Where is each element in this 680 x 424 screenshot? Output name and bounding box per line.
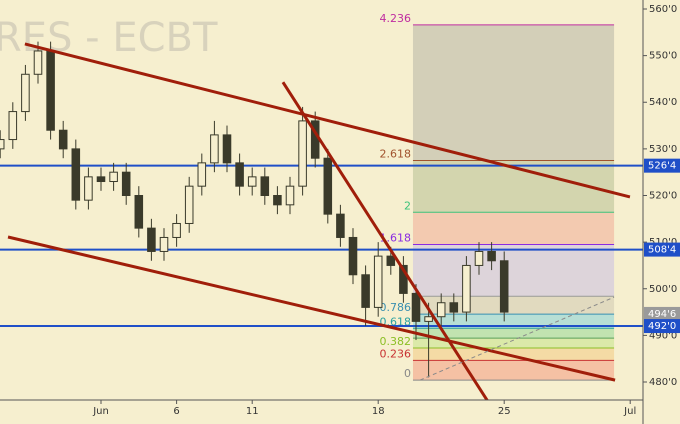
fib-band <box>412 328 615 339</box>
candle-body <box>121 171 131 197</box>
candle-body <box>361 274 370 308</box>
candle-body <box>411 292 421 322</box>
candle-body <box>474 250 484 266</box>
x-tick-label: 18 <box>372 406 385 417</box>
candle-body <box>273 195 282 206</box>
candle-body <box>436 302 446 318</box>
x-tick-label: Jun <box>92 406 109 417</box>
fib-band <box>412 338 615 349</box>
fib-label: 2.618 <box>379 148 411 161</box>
candle-body <box>96 176 106 183</box>
price-label: 492'0 <box>648 321 676 332</box>
candle-body <box>247 176 257 187</box>
fib-label: 0 <box>404 367 411 380</box>
fib-label: 0.382 <box>379 335 411 348</box>
candle-body <box>46 50 55 131</box>
candle-body <box>58 129 68 150</box>
y-tick-label: 500'0 <box>649 284 677 295</box>
fib-label: 0.786 <box>379 301 411 314</box>
candle-body <box>71 148 81 201</box>
candle-body <box>462 264 471 313</box>
candle-body <box>449 302 459 313</box>
x-tick-label: Jul <box>623 406 636 417</box>
candle-body <box>210 134 219 164</box>
price-label: 526'4 <box>648 161 676 172</box>
y-tick-label: 520'0 <box>649 191 677 202</box>
fib-label: 4.236 <box>379 12 411 25</box>
candle-body <box>197 162 207 187</box>
candle-body <box>109 171 118 183</box>
candle-body <box>134 195 144 229</box>
y-tick-label: 560'0 <box>649 4 677 15</box>
fib-band <box>412 244 615 297</box>
candle-body <box>159 236 169 252</box>
trend-line <box>24 42 631 199</box>
candle-body <box>184 185 194 224</box>
y-tick-label: 550'0 <box>649 51 677 62</box>
price-label-box <box>644 319 680 334</box>
candle-body <box>172 222 181 238</box>
trend-line <box>281 81 489 400</box>
fib-band <box>412 360 615 381</box>
x-tick-label: 25 <box>498 406 511 417</box>
candle-body <box>424 316 433 322</box>
candle-body <box>298 120 307 187</box>
fib-band <box>412 314 615 329</box>
candle-body <box>373 255 383 308</box>
candle-body <box>147 227 156 252</box>
candle-body <box>260 176 270 197</box>
fib-band <box>412 348 615 361</box>
candle-body <box>487 250 496 262</box>
candle-body <box>386 255 396 266</box>
price-label-box <box>644 158 680 173</box>
price-label: 494'6 <box>648 309 676 320</box>
candle-body <box>235 162 244 187</box>
price-label-box <box>644 242 680 257</box>
price-label-box <box>644 306 680 321</box>
candle-body <box>8 111 18 141</box>
candle-body <box>84 176 93 201</box>
fib-band <box>412 160 615 213</box>
candle-body <box>222 134 232 164</box>
fib-band <box>412 212 615 245</box>
fib-band <box>412 24 615 161</box>
price-label: 508'4 <box>648 245 676 256</box>
fib-label: 2 <box>404 199 411 212</box>
candle-body <box>336 213 345 238</box>
candle-body <box>0 139 5 150</box>
x-tick-label: 6 <box>173 406 179 417</box>
trend-line <box>7 235 616 382</box>
trend-line <box>419 296 615 381</box>
watermark: RES - ECBT <box>0 15 218 61</box>
y-tick-label: 530'0 <box>649 144 677 155</box>
fib-label: 0.236 <box>379 347 411 360</box>
candle-body <box>499 260 509 313</box>
candle-body <box>21 73 30 113</box>
candle-body <box>33 50 43 75</box>
y-tick-label: 480'0 <box>649 377 677 388</box>
x-tick-label: 11 <box>246 406 259 417</box>
candle-body <box>348 236 358 276</box>
fib-label: 1.618 <box>379 231 411 244</box>
y-tick-label: 490'0 <box>649 330 677 341</box>
y-tick-label: 540'0 <box>649 97 677 108</box>
candle-body <box>285 185 295 206</box>
candle-body <box>323 157 333 215</box>
candle-body <box>399 264 408 294</box>
